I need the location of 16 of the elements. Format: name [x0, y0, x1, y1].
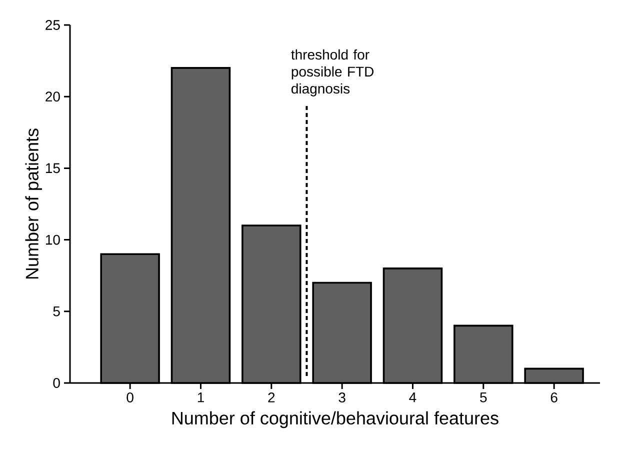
y-tick-label: 10: [46, 234, 60, 245]
x-axis-title: Number of cognitive/behavioural features: [172, 411, 498, 428]
ref-line-label: threshold for possible FTD diagnosis: [291, 49, 374, 96]
x-tick-label: 1: [198, 392, 204, 402]
y-axis-title: Number of patients: [25, 128, 42, 279]
x-tick-label: 2: [268, 392, 275, 402]
x-tick-label: 0: [126, 392, 134, 402]
x-tick-label: 5: [480, 392, 487, 402]
x-tick-label: 4: [409, 392, 416, 402]
y-tick-label: 15: [46, 163, 60, 174]
x-tick-label: 6: [550, 392, 558, 402]
y-tick-label: 25: [46, 20, 60, 30]
y-tick-label: 5: [53, 306, 60, 316]
y-tick-label: 0: [53, 378, 60, 388]
y-tick-label: 20: [46, 92, 60, 102]
x-tick-label: 3: [338, 392, 346, 402]
